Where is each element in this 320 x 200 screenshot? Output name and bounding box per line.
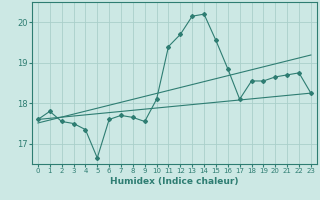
X-axis label: Humidex (Indice chaleur): Humidex (Indice chaleur): [110, 177, 239, 186]
